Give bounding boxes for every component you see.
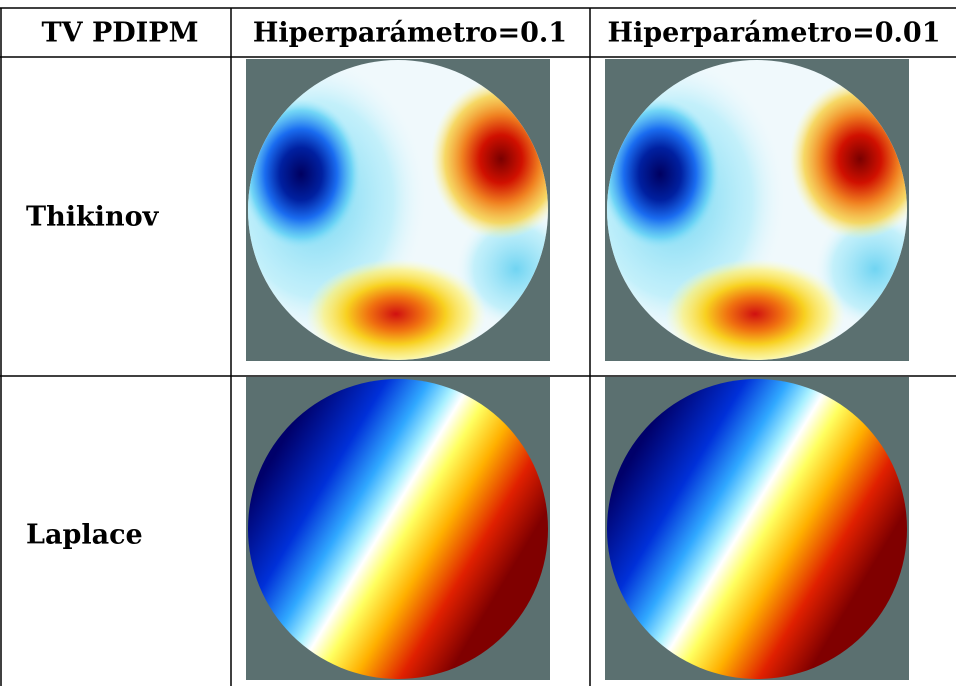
row-label: Laplace — [26, 520, 143, 551]
reconstruction-image — [605, 377, 909, 680]
row-label: Thikinov — [26, 202, 160, 233]
header-cell: Hiperparámetro=0.1 — [253, 18, 567, 49]
reconstruction-image — [206, 59, 576, 369]
reconstruction-image — [246, 377, 550, 680]
header-cell: TV PDIPM — [42, 18, 199, 49]
header-cell: Hiperparámetro=0.01 — [608, 18, 941, 49]
reconstruction-image — [565, 59, 935, 369]
